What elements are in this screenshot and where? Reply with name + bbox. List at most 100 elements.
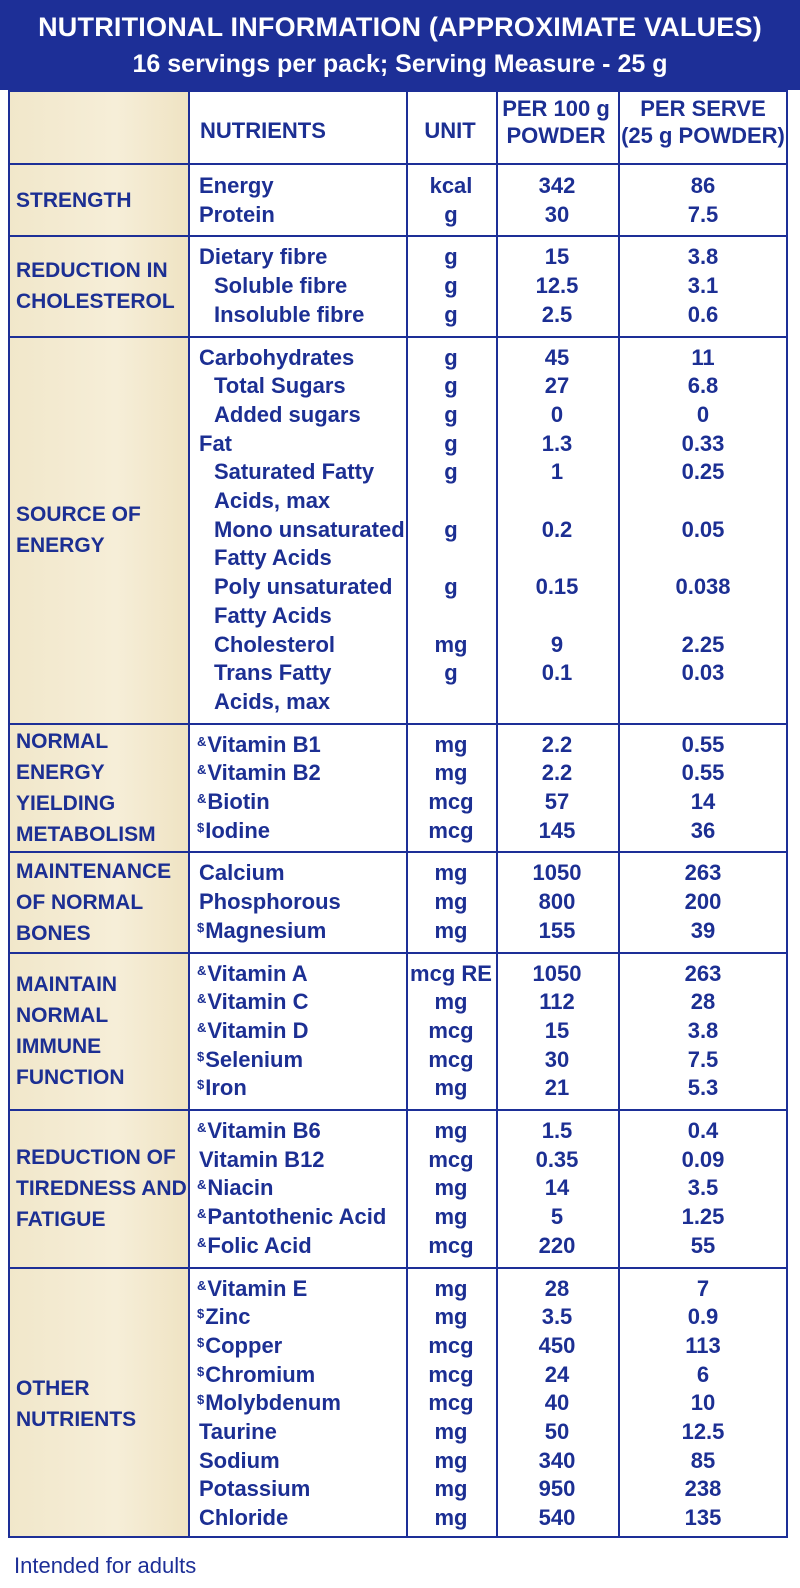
nutrient-name-text: Iron — [205, 1075, 247, 1101]
nutrient-name-text: Acids, max — [214, 488, 331, 513]
nutrient-name-text: Carbohydrates — [199, 344, 355, 370]
nutrient-name: Added sugars — [214, 400, 361, 429]
nutrient-name: $Magnesium — [197, 916, 326, 945]
unit-cell: mg — [434, 1419, 468, 1444]
per100-cell: 800 — [538, 889, 576, 915]
per100-cell: 12.5 — [535, 273, 579, 299]
perserve-cell: 39 — [690, 917, 716, 943]
perserve-cell: 7 — [696, 1275, 710, 1301]
per100-cell: 30 — [544, 201, 570, 227]
unit-cell: mg — [434, 860, 468, 886]
unit-cell: mg — [434, 1275, 468, 1301]
per100-cell — [496, 687, 618, 716]
section-label: NORMAL ENERGY YIELDING METABOLISM — [16, 724, 188, 853]
nutrient-name-text: Cholesterol — [214, 631, 336, 657]
section-label: MAINTAIN NORMAL IMMUNE FUNCTION — [16, 953, 188, 1111]
row-divider — [8, 722, 788, 725]
per100-cell: 15 — [544, 244, 570, 270]
nutrition-header: NUTRITIONAL INFORMATION (APPROXIMATE VAL… — [0, 0, 800, 90]
per100-cell: 45 — [544, 344, 570, 370]
per100-cell: 3.5 — [541, 1304, 573, 1330]
per100-cell: 0 — [550, 401, 564, 427]
section-label: MAINTENANCE OF NORMAL BONES — [16, 852, 188, 952]
nutrient-name-text: Fat — [199, 430, 232, 456]
nutrient-name-text: Niacin — [207, 1175, 274, 1201]
nutrient-name: $Iodine — [197, 816, 270, 845]
per100-cell: 1050 — [532, 860, 582, 886]
per100-cell: 0.2 — [541, 516, 573, 542]
per100-cell: 2.2 — [541, 760, 573, 786]
column-header-nutrients: NUTRIENTS — [200, 118, 326, 143]
per100-cell: 220 — [538, 1232, 576, 1258]
section-label-line: NUTRIENTS — [16, 1407, 137, 1431]
nutrient-name-text: Taurine — [199, 1419, 277, 1444]
perserve-cell: 3.5 — [687, 1175, 719, 1201]
nutrient-name-text: Saturated Fatty — [214, 459, 375, 485]
footnote-mark: & — [197, 1120, 207, 1135]
unit-cell: mg — [434, 1075, 468, 1101]
nutrient-name: Vitamin B12 — [199, 1145, 325, 1174]
perserve-cell: 7.5 — [687, 201, 719, 227]
nutrient-name: Potassium — [199, 1474, 310, 1503]
per100-cell: 0.1 — [541, 660, 573, 686]
nutrient-name: Poly unsaturated — [214, 572, 392, 601]
nutrient-name: Acids, max — [214, 486, 330, 515]
perserve-cell: 238 — [684, 1476, 722, 1502]
header-title: NUTRITIONAL INFORMATION (APPROXIMATE VAL… — [38, 12, 762, 42]
unit-cell: g — [444, 516, 458, 542]
column-header-per100-line2: POWDER — [506, 123, 606, 148]
column-divider — [786, 90, 788, 1538]
unit-cell: mg — [434, 1447, 468, 1473]
section-label-line: FUNCTION — [16, 1066, 125, 1090]
section-label-line: REDUCTION IN — [16, 259, 168, 283]
perserve-cell: 2.25 — [681, 631, 725, 657]
perserve-cell: 0.55 — [681, 731, 725, 757]
unit-cell: mg — [434, 989, 468, 1015]
row-divider — [8, 335, 788, 338]
row-divider — [8, 235, 788, 238]
nutrient-name: &Vitamin E — [197, 1274, 307, 1303]
perserve-cell: 135 — [684, 1505, 722, 1531]
unit-cell: mg — [434, 1204, 468, 1230]
section-label-line: NORMAL IMMUNE — [16, 1004, 108, 1059]
nutrient-name: Cholesterol — [214, 630, 335, 659]
perserve-cell: 0.25 — [681, 459, 725, 485]
perserve-cell: 11 — [691, 344, 715, 370]
nutrient-name-text: Copper — [205, 1332, 283, 1358]
nutrient-name-text: Vitamin D — [207, 1017, 309, 1043]
nutrient-name: Calcium — [199, 858, 285, 887]
unit-cell: mg — [434, 1175, 468, 1201]
nutrient-name: Energy — [199, 171, 274, 200]
section-label-line: ENERGY — [16, 534, 105, 558]
section-label-line: REDUCTION OF — [16, 1146, 176, 1170]
perserve-cell: 5.3 — [687, 1075, 719, 1101]
per100-cell: 155 — [538, 917, 576, 943]
unit-cell: mcg — [428, 1146, 474, 1172]
nutrient-name-text: Trans Fatty — [214, 660, 332, 686]
unit-cell: g — [444, 430, 458, 456]
nutrient-name-text: Vitamin E — [207, 1275, 308, 1301]
section-label: STRENGTH — [16, 165, 188, 236]
per100-cell: 145 — [538, 817, 576, 843]
perserve-cell: 28 — [690, 989, 716, 1015]
unit-cell: g — [444, 344, 458, 370]
nutrient-name-text: Chromium — [205, 1361, 316, 1387]
unit-cell: g — [444, 244, 458, 270]
section-label: OTHER NUTRIENTS — [16, 1268, 188, 1540]
column-header-perserve-line1: PER SERVE — [640, 96, 766, 121]
perserve-cell: 0.9 — [687, 1304, 719, 1330]
nutrient-name: Fat — [199, 429, 232, 458]
per100-cell: 1050 — [532, 960, 582, 986]
footnote-mark: & — [197, 991, 207, 1007]
nutrient-name: Mono unsaturated — [214, 515, 405, 544]
nutrient-name: Fatty Acids — [214, 601, 332, 630]
per100-cell: 15 — [544, 1017, 570, 1043]
unit-cell: mcg — [428, 1390, 474, 1416]
nutrient-name-text: Fatty Acids — [214, 545, 332, 571]
nutrient-name-text: Total Sugars — [214, 373, 346, 399]
footnote-mark: $ — [197, 1363, 205, 1379]
nutrient-name: $Zinc — [197, 1302, 250, 1331]
footnote-mark: & — [197, 962, 207, 978]
nutrient-name: &Vitamin B1 — [197, 730, 321, 759]
column-divider — [406, 90, 408, 1538]
